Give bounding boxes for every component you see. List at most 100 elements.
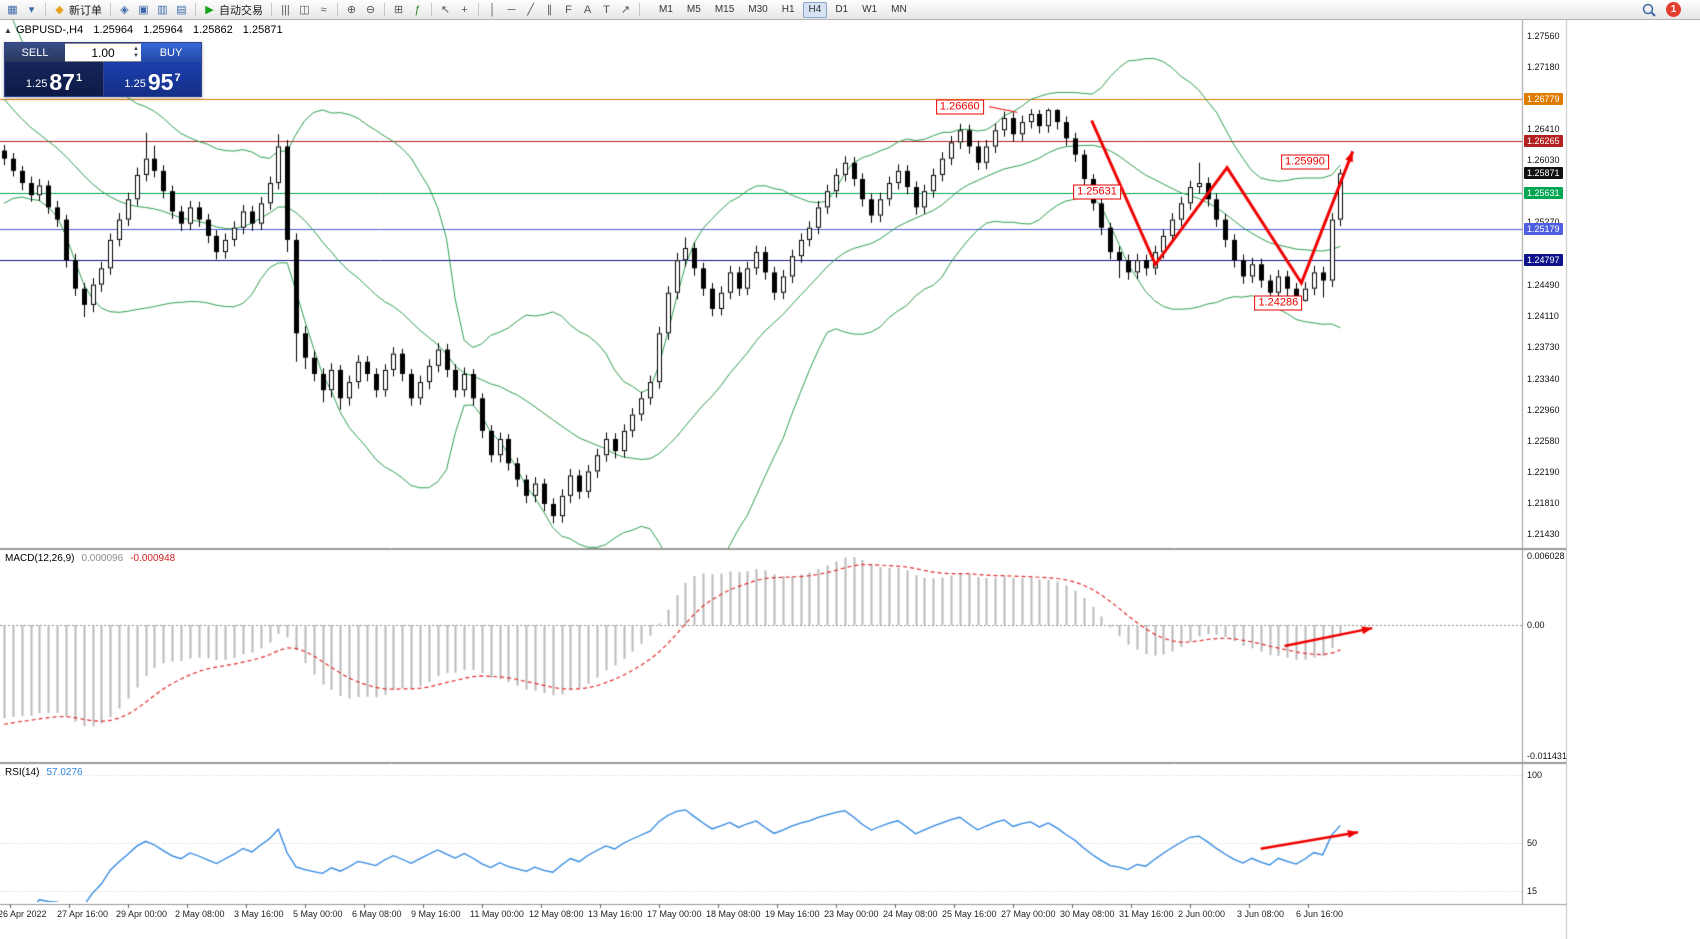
price-level-tag: 1.26779 bbox=[1524, 93, 1563, 106]
text-icon[interactable]: A bbox=[583, 3, 592, 16]
time-axis-label: 24 May 08:00 bbox=[883, 909, 938, 919]
time-axis-label: 12 May 08:00 bbox=[529, 909, 584, 919]
zoom-in-icon[interactable]: ⊕ bbox=[346, 3, 357, 16]
timeframe-M15[interactable]: M15 bbox=[714, 3, 735, 15]
tile-windows-icon[interactable]: ⊞ bbox=[393, 3, 404, 16]
channel-icon[interactable]: ∥ bbox=[546, 3, 553, 16]
timeframe-M30[interactable]: M30 bbox=[748, 3, 768, 15]
price-tick-label: 1.26030 bbox=[1527, 155, 1560, 166]
time-axis-label: 18 May 08:00 bbox=[706, 909, 761, 919]
toolbar-separator bbox=[431, 3, 432, 16]
price-tick-label: 1.24490 bbox=[1527, 280, 1560, 291]
auto-trading-label[interactable]: 自动交易 bbox=[219, 4, 263, 17]
fibonacci-icon[interactable]: F bbox=[565, 3, 572, 16]
toolbar-separator bbox=[110, 3, 111, 16]
market-watch-icon[interactable]: ◈ bbox=[120, 3, 129, 16]
time-axis[interactable]: 26 Apr 2022 27 Apr 16:00 29 Apr 00:00 2 May… bbox=[0, 905, 1566, 935]
one-click-top-row: SELL 1.00 ▲ ▼ BUY bbox=[5, 43, 201, 62]
time-axis-label: 6 May 08:00 bbox=[352, 909, 402, 919]
macd-header: MACD(12,26,9) 0.000096 -0.000948 bbox=[5, 553, 175, 564]
search-icon[interactable] bbox=[1642, 3, 1656, 17]
notification-badge[interactable]: 1 bbox=[1666, 2, 1681, 17]
macd-value-signal: -0.000948 bbox=[130, 553, 176, 564]
hline-icon[interactable]: ─ bbox=[507, 3, 516, 16]
timeframe-H1[interactable]: H1 bbox=[781, 3, 795, 15]
candlestick-icon[interactable]: ◫ bbox=[299, 3, 310, 16]
sell-price-pip: 1 bbox=[75, 72, 83, 84]
auto-trading-icon[interactable]: ▶ bbox=[205, 3, 214, 16]
timeframe-toolbar: M1 M5 M15 M30 H1 H4 D1 W1 MN bbox=[652, 1, 914, 18]
collapse-arrow-icon[interactable]: ▲ bbox=[4, 26, 12, 35]
timeframe-W1[interactable]: W1 bbox=[862, 3, 878, 15]
timeframe-H4[interactable]: H4 bbox=[802, 1, 828, 18]
price-tick-label: 1.27180 bbox=[1527, 61, 1560, 72]
profiles-icon[interactable]: ▾ bbox=[28, 3, 35, 16]
toolbar-icon-groups: ▦ ▾ ◆ 新订单 ◈ ▣ ▥ ▤ ▶ 自动交易 ||| ◫ ≈ ⊕ ⊖ ⊞ ƒ ↖ + │ ─ ╱ ∥ F A T ↗ bbox=[3, 2, 635, 18]
chart-price-annotation[interactable]: 1.25631 bbox=[1073, 184, 1121, 200]
terminal-icon[interactable]: ▤ bbox=[176, 3, 187, 16]
price-tick-label: 1.26410 bbox=[1527, 124, 1560, 135]
timeframe-M1[interactable]: M1 bbox=[659, 3, 673, 15]
line-chart-icon[interactable]: ≈ bbox=[320, 3, 327, 16]
one-click-trading-panel: SELL 1.00 ▲ ▼ BUY 1.25 87 1 1.25 95 7 bbox=[4, 42, 202, 97]
time-axis-label: 2 Jun 00:00 bbox=[1178, 909, 1226, 919]
price-tick-label: 1.22580 bbox=[1527, 435, 1560, 446]
price-tick-label: 1.23340 bbox=[1527, 373, 1560, 384]
price-tick-label: 1.22190 bbox=[1527, 467, 1560, 478]
indicators-icon[interactable]: ƒ bbox=[414, 3, 421, 16]
time-axis-label: 19 May 16:00 bbox=[765, 909, 820, 919]
bar-chart-icon[interactable]: ||| bbox=[281, 3, 290, 16]
toolbar-right: 1 bbox=[1642, 2, 1697, 17]
symbol-period: GBPUSD-,H4 bbox=[16, 24, 84, 36]
label-icon[interactable]: T bbox=[603, 3, 610, 16]
price-tick-label: 1.27560 bbox=[1527, 31, 1560, 41]
chart-price-annotation[interactable]: 1.24286 bbox=[1254, 295, 1303, 311]
price-tick-label: 1.21430 bbox=[1527, 529, 1560, 539]
chart-info-line: GBPUSD-,H4 1.25964 1.25964 1.25862 1.258… bbox=[16, 24, 290, 36]
timeframe-MN[interactable]: MN bbox=[891, 3, 907, 15]
buy-price[interactable]: 1.25 95 7 bbox=[103, 62, 201, 96]
sell-button[interactable]: SELL bbox=[5, 43, 65, 62]
rsi-label: RSI(14) bbox=[5, 767, 40, 778]
sell-price[interactable]: 1.25 87 1 bbox=[5, 62, 103, 96]
price-tick-label: 1.25270 bbox=[1527, 217, 1560, 228]
sell-price-big: 87 bbox=[49, 69, 75, 95]
timeframe-M5[interactable]: M5 bbox=[686, 3, 701, 15]
new-order-icon[interactable]: ◆ bbox=[55, 3, 64, 16]
macd-axis: 0.006028 0.00 -0.011431 bbox=[1523, 0, 1567, 939]
chart-price-annotation[interactable]: 1.25990 bbox=[1281, 154, 1329, 170]
time-axis-label: 5 May 00:00 bbox=[293, 909, 343, 919]
zoom-out-icon[interactable]: ⊖ bbox=[365, 3, 376, 16]
trendline-icon[interactable]: ╱ bbox=[527, 3, 534, 16]
navigator-icon[interactable]: ▥ bbox=[157, 3, 168, 16]
new-chart-icon[interactable]: ▦ bbox=[7, 3, 18, 16]
new-order-label[interactable]: 新订单 bbox=[69, 4, 102, 17]
buy-price-prefix: 1.25 bbox=[124, 78, 146, 90]
toolbar-separator bbox=[384, 3, 385, 16]
vline-icon[interactable]: │ bbox=[489, 3, 496, 16]
price-axis[interactable]: 1.27560 1.27180 1.26410 1.26030 1.25270 1.244… bbox=[1523, 0, 1567, 939]
rsi-value: 57.0276 bbox=[46, 767, 83, 778]
data-window-icon[interactable]: ▣ bbox=[138, 3, 149, 16]
buy-button[interactable]: BUY bbox=[141, 43, 201, 62]
time-axis-label: 6 Jun 16:00 bbox=[1296, 909, 1344, 919]
price-level-tag: 1.24797 bbox=[1524, 254, 1563, 267]
time-axis-label: 17 May 00:00 bbox=[647, 909, 702, 919]
one-click-price-row: 1.25 87 1 1.25 95 7 bbox=[5, 62, 201, 96]
arrows-icon[interactable]: ↗ bbox=[620, 3, 631, 16]
rsi-tick-label: 15 bbox=[1527, 886, 1538, 897]
crosshair-icon[interactable]: + bbox=[461, 3, 468, 16]
volume-field[interactable]: 1.00 ▲ ▼ bbox=[65, 43, 141, 62]
cursor-icon[interactable]: ↖ bbox=[440, 3, 451, 16]
macd-tick-label: -0.011431 bbox=[1527, 751, 1567, 761]
chart-price-annotation[interactable]: 1.26660 bbox=[935, 99, 984, 115]
spinner-up-icon[interactable]: ▲ bbox=[133, 46, 139, 52]
price-tick-label: 1.21810 bbox=[1527, 498, 1560, 509]
volume-spinner[interactable]: ▲ ▼ bbox=[133, 46, 139, 60]
toolbar-separator bbox=[478, 3, 479, 16]
toolbar-separator bbox=[337, 3, 338, 16]
time-axis-label: 3 Jun 08:00 bbox=[1237, 909, 1285, 919]
timeframe-D1[interactable]: D1 bbox=[835, 3, 849, 15]
spinner-down-icon[interactable]: ▼ bbox=[133, 53, 139, 59]
